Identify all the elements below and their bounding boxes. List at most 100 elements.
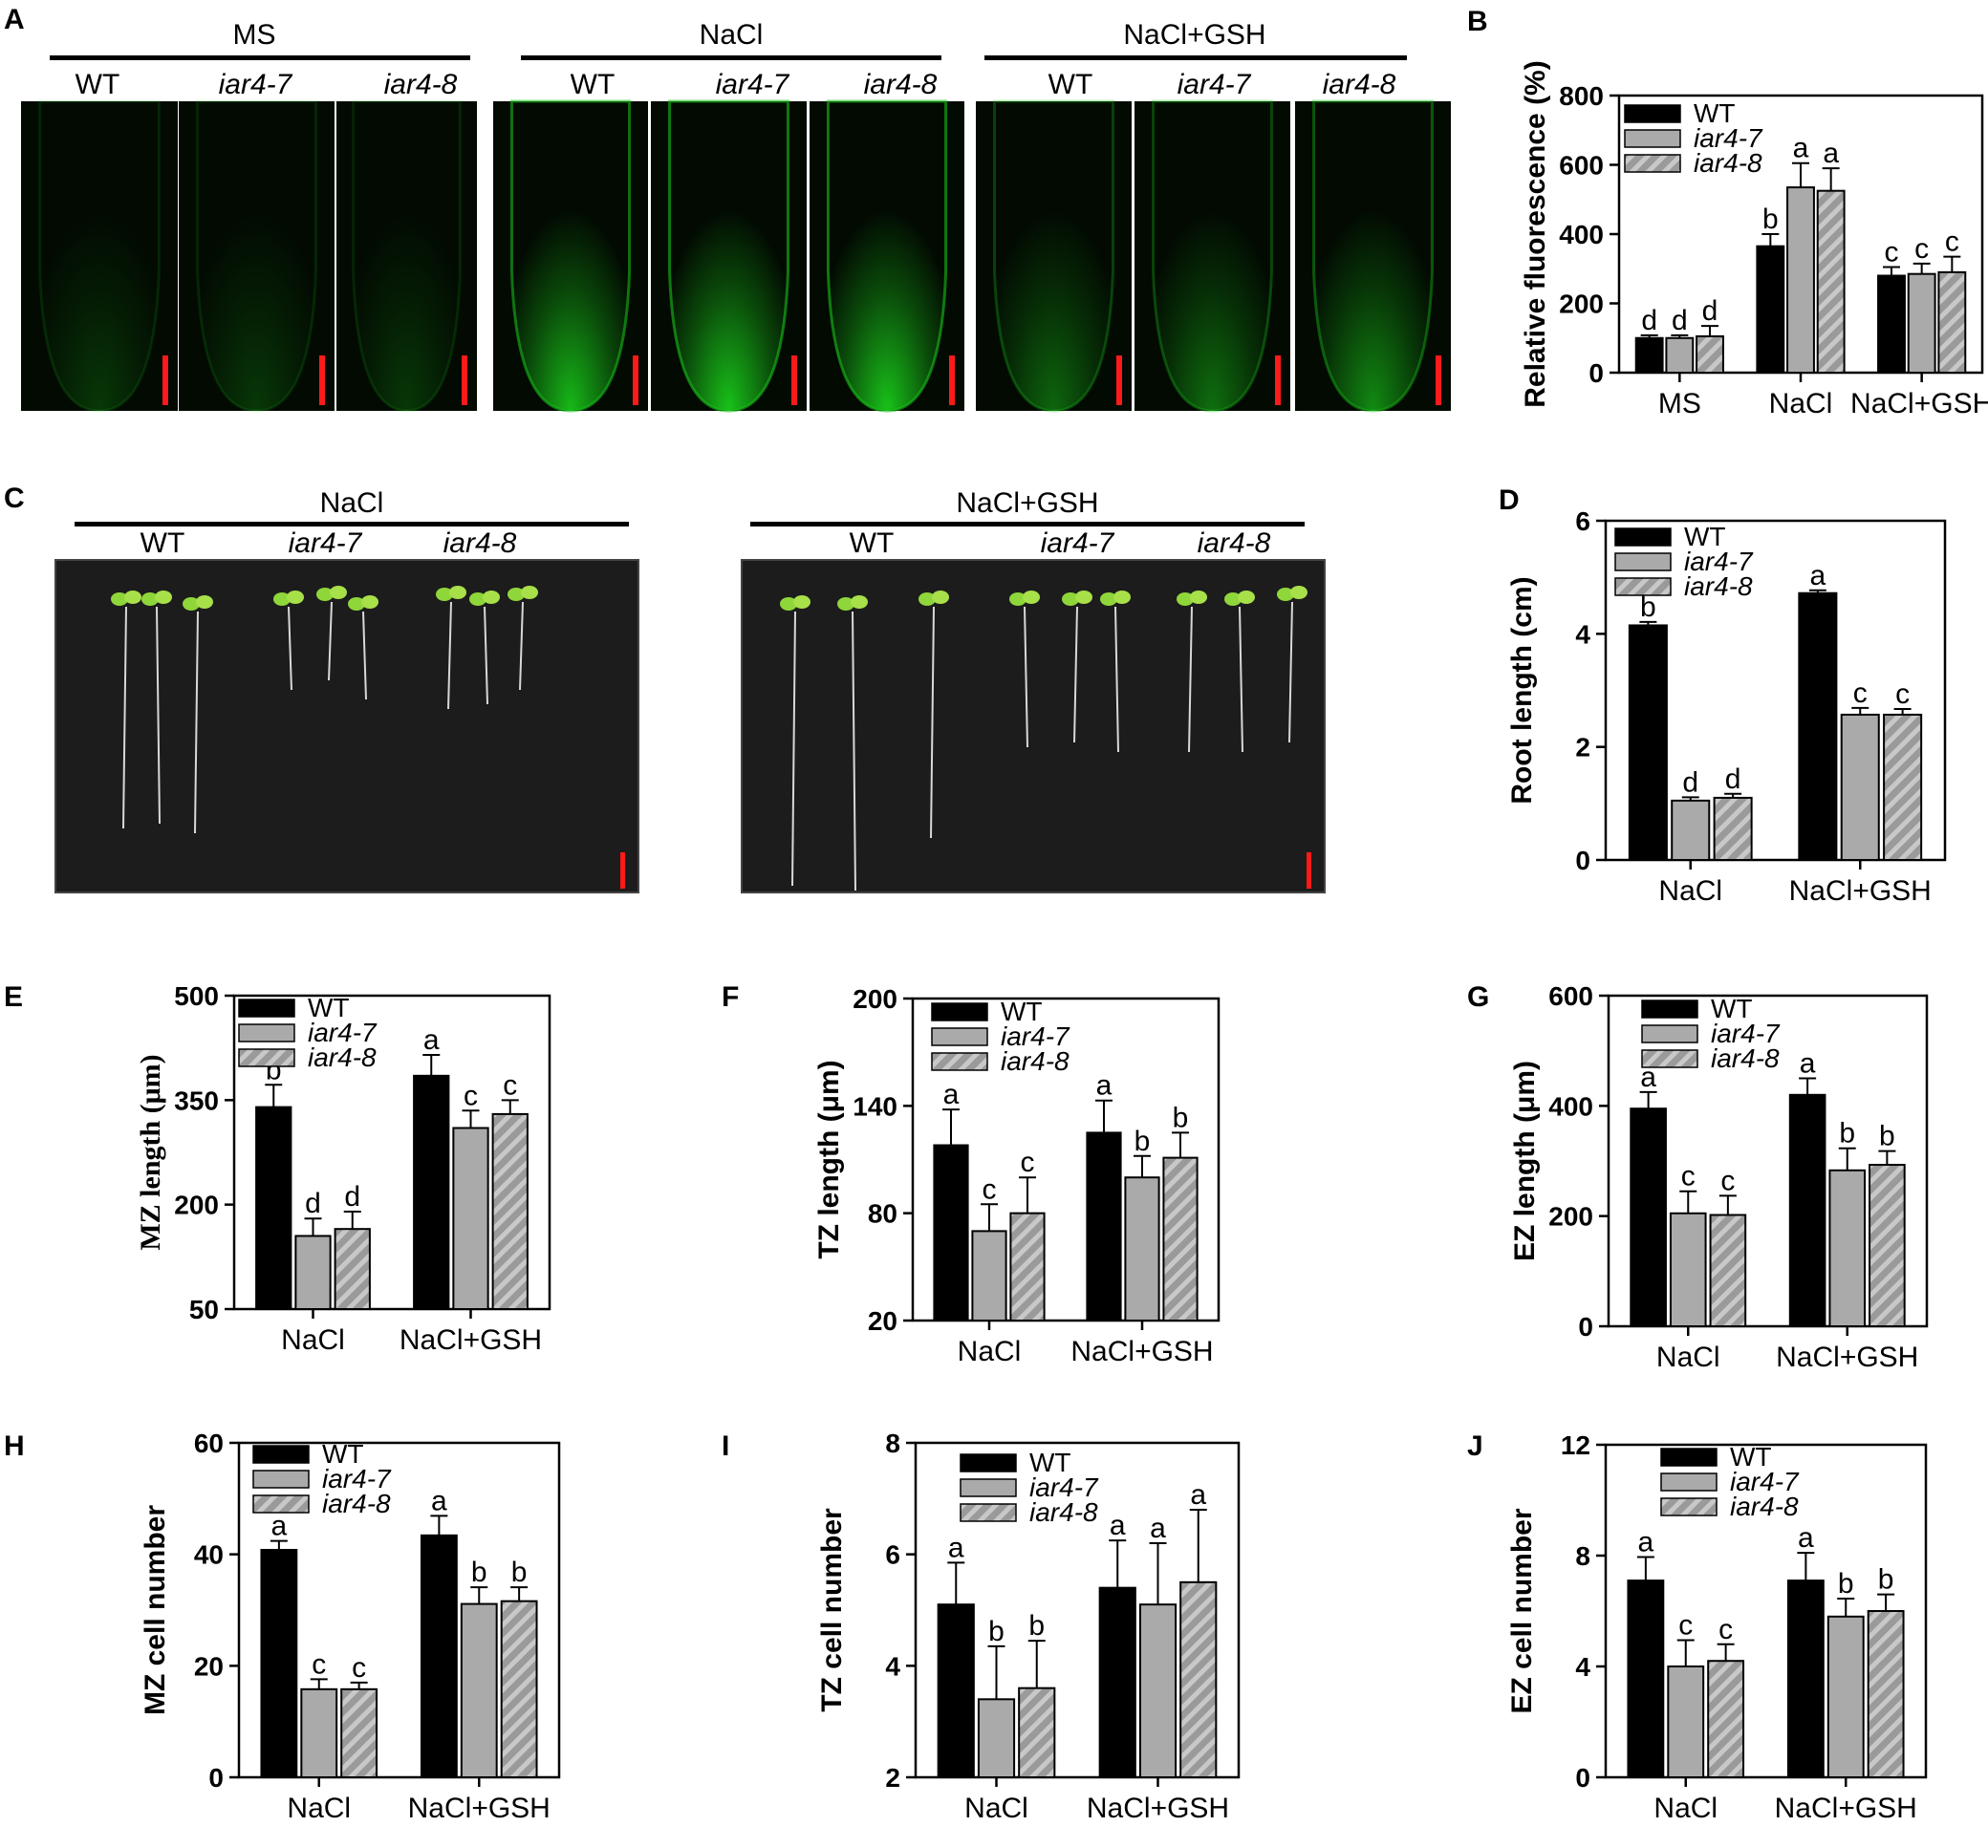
y-axis-label: MZ cell number xyxy=(140,1505,171,1715)
panel-letter: B xyxy=(1467,6,1488,37)
bar xyxy=(1826,1615,1865,1779)
bar xyxy=(1907,272,1936,374)
bar xyxy=(1696,334,1724,374)
genotype-label: iar4-7 xyxy=(218,69,292,100)
genotype-label: WT xyxy=(75,69,120,100)
y-axis-label: EZ length (μm) xyxy=(1509,1061,1541,1261)
legend-swatch xyxy=(1641,1024,1698,1043)
panel-letter: E xyxy=(4,981,23,1013)
significance-letter: c xyxy=(1914,233,1929,265)
significance-letter: c xyxy=(464,1080,478,1111)
legend-swatch xyxy=(960,1478,1017,1497)
bar xyxy=(1867,1610,1905,1778)
significance-letter: a xyxy=(1110,1510,1126,1541)
significance-letter: a xyxy=(1190,1479,1206,1511)
x-tick-label: MS xyxy=(1658,388,1701,419)
y-tick-label: 400 xyxy=(1548,1091,1593,1121)
panel-letter-c: C xyxy=(4,483,25,514)
y-tick-label: 12 xyxy=(1561,1430,1590,1460)
legend-label: iar4-7 xyxy=(308,1018,378,1047)
y-tick-label: 80 xyxy=(868,1199,897,1229)
significance-letter: a xyxy=(431,1485,447,1516)
x-tick-label: NaCl+GSH xyxy=(1775,1793,1917,1824)
bar xyxy=(1124,1176,1160,1322)
legend-swatch xyxy=(252,1494,310,1514)
plot-frame xyxy=(914,1441,1241,1779)
group-header-ms: MS xyxy=(232,19,276,51)
legend-label: iar4-7 xyxy=(1029,1472,1099,1502)
significance-letter: d xyxy=(1672,305,1688,336)
y-tick-label: 4 xyxy=(885,1651,900,1681)
y-tick-label: 600 xyxy=(1559,151,1604,181)
significance-letter: c xyxy=(1885,236,1899,268)
root-tip-micrograph xyxy=(179,99,335,413)
bar xyxy=(1709,1214,1747,1327)
y-tick-label: 8 xyxy=(1575,1541,1590,1571)
legend-swatch xyxy=(252,1470,310,1489)
plot-frame xyxy=(911,997,1221,1322)
bar xyxy=(1840,713,1880,861)
bar xyxy=(300,1687,338,1779)
legend-swatch xyxy=(931,1052,988,1071)
root-tip-micrograph xyxy=(1134,99,1290,413)
significance-letter: b xyxy=(1640,591,1656,623)
group-underline-nacl xyxy=(75,522,629,526)
bar xyxy=(491,1112,529,1311)
significance-letter: c xyxy=(503,1069,517,1101)
genotype-label: iar4-8 xyxy=(443,527,517,559)
y-tick-label: 6 xyxy=(885,1540,900,1570)
scale-bar xyxy=(1307,852,1311,889)
legend-label: iar4-7 xyxy=(1684,547,1754,576)
seedling xyxy=(111,591,141,829)
genotype-label: WT xyxy=(849,527,895,559)
y-tick-label: 400 xyxy=(1559,220,1604,249)
root-tip-micrograph xyxy=(21,99,178,413)
plot-frame xyxy=(1604,519,1947,862)
y-tick-label: 0 xyxy=(1575,846,1590,875)
panel-letter: H xyxy=(4,1430,25,1462)
bar xyxy=(1634,336,1664,374)
plot-frame xyxy=(1607,994,1929,1328)
bar xyxy=(1937,270,1967,374)
seedling xyxy=(837,595,868,892)
scale-bar xyxy=(462,355,467,405)
genotype-label: iar4-7 xyxy=(1040,527,1114,559)
legend-label: iar4-8 xyxy=(1001,1046,1070,1076)
y-tick-label: 0 xyxy=(208,1763,224,1793)
group-underline-ms xyxy=(50,55,470,60)
bar xyxy=(1816,189,1846,374)
x-tick-label: NaCl+GSH xyxy=(1070,1336,1213,1367)
x-tick-label: NaCl xyxy=(287,1793,351,1824)
genotype-label: WT xyxy=(140,527,185,559)
significance-letter: a xyxy=(1638,1526,1654,1558)
seedling xyxy=(273,591,304,691)
legend-swatch xyxy=(238,1048,295,1067)
significance-letter: a xyxy=(1823,138,1839,169)
significance-letter: a xyxy=(271,1511,288,1542)
y-tick-label: 350 xyxy=(174,1085,219,1115)
legend-swatch xyxy=(1641,999,1698,1019)
significance-letter: c xyxy=(983,1173,997,1205)
seedling xyxy=(1100,591,1131,753)
significance-letter: a xyxy=(423,1024,440,1056)
legend-label: iar4-8 xyxy=(1711,1043,1780,1073)
y-tick-label: 6 xyxy=(1575,506,1590,536)
bar xyxy=(1086,1131,1122,1322)
significance-letter: b xyxy=(1838,1568,1854,1600)
bar xyxy=(340,1687,378,1779)
significance-letter: c xyxy=(1718,1614,1733,1645)
genotype-label: WT xyxy=(1048,69,1093,100)
significance-letter: b xyxy=(1839,1118,1855,1150)
group-header-nacl: NaCl xyxy=(319,487,384,519)
seedling xyxy=(1062,591,1092,743)
legend-swatch xyxy=(1624,154,1681,173)
seedling xyxy=(1224,591,1255,753)
panel-letter: D xyxy=(1499,484,1520,516)
significance-letter: a xyxy=(1640,1062,1656,1093)
x-tick-label: NaCl xyxy=(281,1324,345,1356)
seedling-drawing xyxy=(780,586,1311,892)
significance-letter: b xyxy=(1134,1126,1151,1157)
seedling xyxy=(1009,591,1040,748)
